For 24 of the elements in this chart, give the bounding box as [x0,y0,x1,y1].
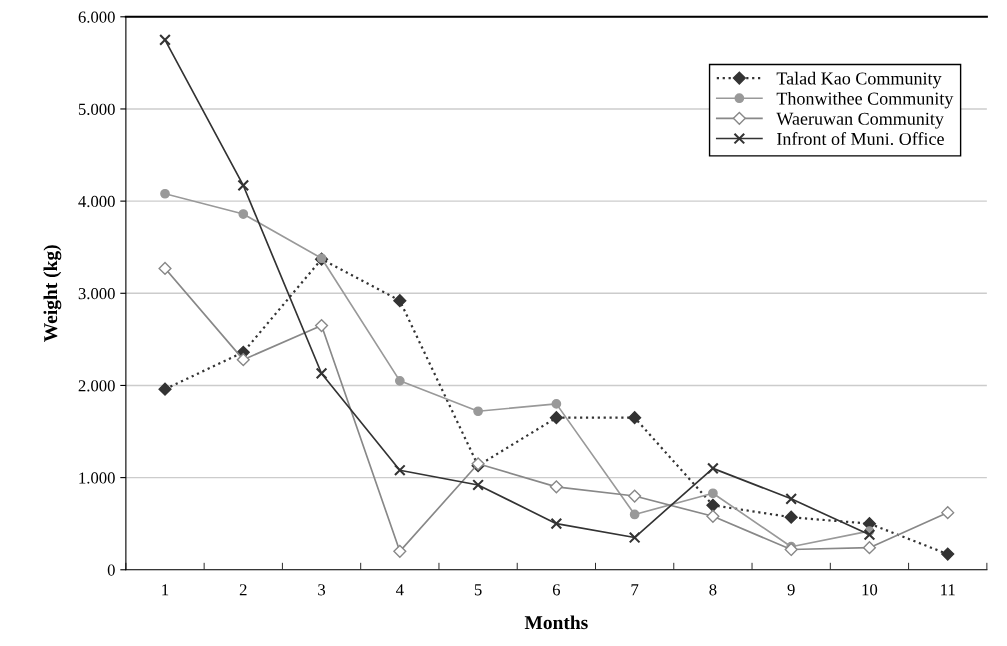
x-tick-label: 8 [709,584,717,596]
y-tick-label: 2.000 [78,380,115,392]
x-tick-label: 1 [162,584,169,596]
y-tick-label: 5.000 [78,103,115,115]
y-tick-label: 4.000 [78,195,115,208]
x-tick-label: 2 [239,584,247,596]
y-tick-label: 1.000 [79,472,115,484]
x-tick-label: 10 [862,584,878,596]
x-tick-label: 9 [787,584,795,596]
y-tick-label: 3.000 [78,287,115,300]
legend-label: Waeruwan Community [776,112,944,129]
x-axis-title: Months [524,615,588,630]
x-tick-label: 11 [941,584,955,596]
x-tick-label: 5 [474,584,482,596]
x-tick-label: 3 [318,584,326,596]
legend-label: Thonwithee Community [776,92,954,109]
legend-label: Infront of Muni. Office [777,132,944,146]
x-tick-label: 7 [631,584,639,596]
x-tick-label: 4 [395,584,404,596]
y-tick-label: 6.000 [78,11,115,23]
legend-label: Talad Kao Community [776,71,942,89]
x-tick-label: 6 [552,584,561,596]
y-axis-title: Weight (kg) [43,245,62,342]
y-tick-label: 0 [107,564,115,576]
